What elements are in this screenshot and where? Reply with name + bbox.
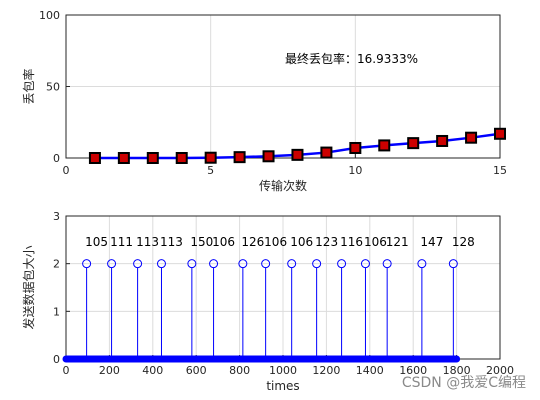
data-label: 123 (315, 235, 338, 249)
x-axis-label: times (266, 379, 299, 393)
axes-box (65, 14, 501, 159)
x-tick-label: 10 (348, 164, 362, 177)
data-label: 106 (290, 235, 313, 249)
x-tick-label: 200 (99, 364, 120, 377)
stem-marker (261, 259, 271, 269)
data-point (233, 151, 246, 164)
x-tick-label: 600 (186, 364, 207, 377)
x-axis-label: 传输次数 (259, 178, 307, 193)
data-label: 106 (212, 235, 235, 249)
y-tick-label: 1 (53, 305, 60, 318)
data-point (262, 150, 275, 163)
y-tick-label: 2 (53, 258, 60, 271)
stem-chart: 0 200 400 600 800 1000 1200 1400 1600 1800 2000012… (21, 210, 514, 393)
data-point (175, 152, 188, 164)
data-label: 113 (160, 235, 183, 249)
data-label: 113 (136, 235, 159, 249)
stem-marker (107, 259, 117, 269)
x-tick-label: 1600 (399, 364, 427, 377)
data-label: 128 (452, 235, 475, 249)
x-tick-label: 0 (63, 364, 70, 377)
stem-marker (312, 259, 322, 269)
data-point (88, 152, 101, 164)
x-tick-label: 400 (142, 364, 163, 377)
data-point (436, 134, 449, 147)
annotation: 最终丢包率：16.9333% (285, 51, 418, 66)
stem-marker (82, 259, 92, 269)
data-label: 147 (420, 235, 443, 249)
stem-marker (156, 259, 166, 269)
data-label: 150 (190, 235, 213, 249)
data-point (378, 139, 391, 152)
x-tick-label: 1800 (443, 364, 471, 377)
y-tick-label: 0 (53, 152, 60, 165)
y-tick-label: 50 (46, 81, 60, 94)
data-label: 116 (340, 235, 363, 249)
data-point (494, 127, 506, 140)
data-label: 126 (241, 235, 264, 249)
data-point (320, 146, 333, 159)
data-point (204, 151, 217, 164)
x-tick-label: 800 (229, 364, 250, 377)
y-axis-label: 丢包率 (21, 68, 36, 104)
line-chart: 0 5 10 15 0 50 100 最终丢包率：16.9333% 传输次数 丢包率 (21, 9, 507, 193)
y-tick-label: 0 (53, 353, 60, 366)
stem-marker (360, 259, 370, 269)
stem-marker (417, 259, 427, 269)
stem-marker (287, 259, 297, 269)
x-tick-label: 5 (207, 164, 214, 177)
data-label: 106 (264, 235, 287, 249)
data-label: 106 (364, 235, 387, 249)
data-point (407, 137, 420, 150)
stem-marker (238, 259, 248, 269)
data-label: 105 (85, 235, 108, 249)
y-axis-label: 发送数据包大小 (21, 245, 36, 329)
stem-marker (382, 259, 392, 269)
stem-marker (187, 259, 197, 269)
data-point (146, 152, 159, 164)
y-tick-label: 100 (39, 9, 60, 22)
stem-marker (133, 259, 143, 269)
x-tick-label: 2000 (486, 364, 514, 377)
x-tick-label: 1400 (356, 364, 384, 377)
x-tick-label: 1200 (312, 364, 340, 377)
x-tick-label: 15 (493, 164, 507, 177)
stem-marker (337, 259, 347, 269)
data-point (349, 141, 362, 154)
y-tick-label: 3 (53, 210, 60, 223)
data-point (291, 148, 304, 161)
stem-marker (448, 259, 458, 269)
data-label: 121 (386, 235, 409, 249)
stem-marker (209, 259, 219, 269)
x-tick-label: 0 (63, 164, 70, 177)
data-point (117, 152, 130, 164)
data-label: 111 (110, 235, 133, 249)
watermark: CSDN @我爱C编程 (401, 375, 526, 391)
x-tick-label: 1000 (269, 364, 297, 377)
data-point (465, 131, 478, 144)
